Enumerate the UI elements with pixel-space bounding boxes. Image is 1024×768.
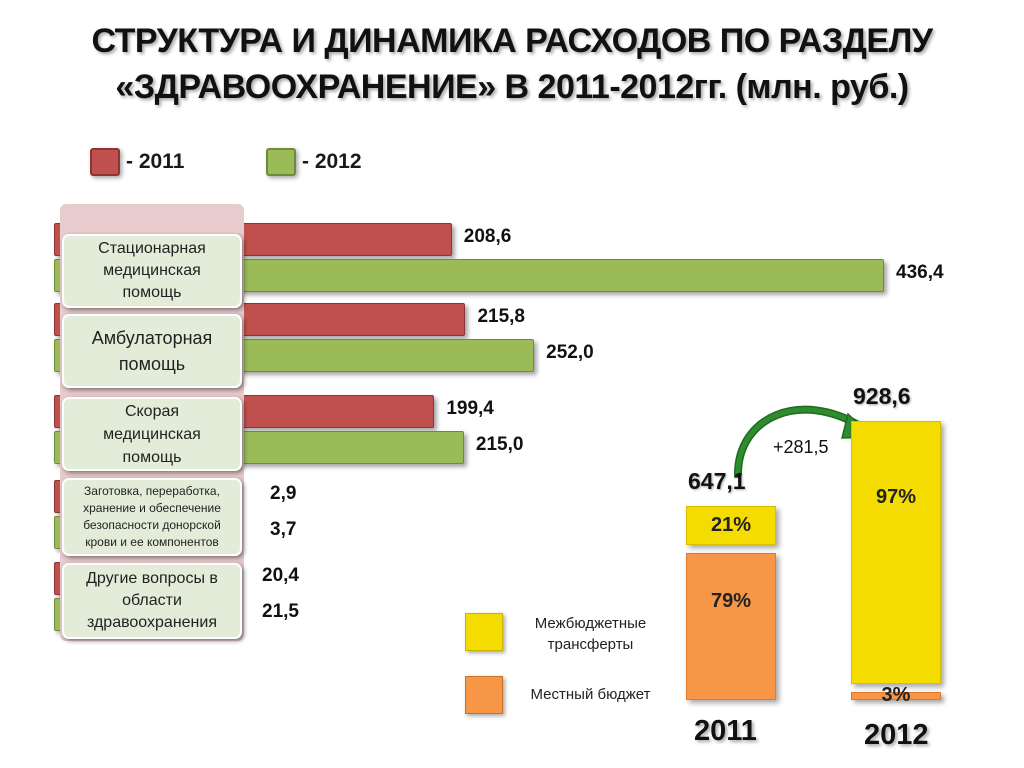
category-label-line: Другие вопросы в [86,570,218,587]
year-label-2012: 2012 [864,719,929,751]
title-line-2: «ЗДРАВООХРАНЕНИЕ» В 2011-2012гг. (млн. р… [115,68,909,106]
category-label-1: Амбулаторная помощь [62,314,242,388]
category-label-3: Заготовка, переработка, хранение и обеспе… [62,478,242,556]
segment-label-local-budget-2011: 79% [710,589,752,612]
segment-transfers-2012: 97% [851,421,941,684]
category-label-line: помощь [122,448,182,466]
category-label-text: Другие вопросы в области здравоохранения [86,568,218,634]
segment-label-transfers-2011: 21% [710,513,752,536]
segment-label-transfers-2012: 97% [875,486,917,509]
legend-label-2012: - 2012 [302,150,362,173]
legend-swatch-2011 [90,148,120,176]
bar-label-2012-1: 252,0 [546,342,594,363]
bar-label-2012-0: 436,4 [896,262,944,283]
legend-label-transfers: Межбюджетные трансферты [508,613,673,655]
bar-label-2011-2: 199,4 [446,398,494,419]
category-label-line: здравоохранения [86,614,217,631]
total-label-2012: 928,6 [853,383,911,410]
category-label-line: Стационарная [98,240,206,257]
category-label-line: помощь [118,354,186,374]
category-label-text: Стационарная медицинская помощь [98,238,206,304]
legend-swatch-transfers [465,613,503,651]
category-label-line: безопасности донорской [83,518,221,532]
legend-label-transfers-line-2: трансферты [547,636,634,653]
bar-label-2011-3: 2,9 [270,483,297,504]
bar-label-2011-0: 208,6 [463,226,512,247]
category-label-line: Скорая [124,402,180,420]
category-label-line: помощь [122,284,182,301]
category-label-line: хранение и обеспечение [83,501,221,515]
category-label-line: Амбулаторная [91,328,213,348]
segment-local-budget-2011: 79% [686,552,776,700]
bar-label-2011-1: 215,8 [477,306,525,327]
legend-label-transfers-line-1: Межбюджетные [534,615,647,632]
category-label-0: Стационарная медицинская помощь [62,234,242,308]
bar-label-2012-3: 3,7 [270,519,297,540]
category-label-text: Скорая медицинская помощь [103,400,201,469]
legend-2012: - 2012 [266,146,362,178]
growth-annotation: +281,5 [773,437,829,457]
legend-swatch-local-budget [465,676,503,714]
segment-transfers-2011: 21% [686,505,776,545]
segment-local-budget-2012: 3% [851,684,941,706]
category-label-line: крови и ее компонентов [85,535,219,549]
category-label-line: Заготовка, переработка, [84,484,220,498]
category-label-text: Амбулаторная помощь [92,325,213,377]
category-label-2: Скорая медицинская помощь [62,397,242,471]
legend-label-local-budget: Местный бюджет [530,686,651,703]
total-label-2011: 647,1 [688,467,746,494]
category-label-line: медицинская [103,425,201,443]
segment-label-local-budget-2012: 3% [881,684,911,707]
bar-label-2012-4: 21,5 [262,601,299,622]
category-label-line: области [122,592,182,609]
legend-2011: - 2011 [90,146,184,178]
bar-label-2011-4: 20,4 [262,565,299,586]
legend-label-2011: - 2011 [126,150,185,173]
category-label-line: медицинская [103,262,201,279]
title-line-1: СТРУКТУРА И ДИНАМИКА РАСХОДОВ ПО РАЗДЕЛУ [91,22,933,60]
category-label-4: Другие вопросы в области здравоохранения [62,563,242,639]
bar-label-2012-2: 215,0 [475,434,524,455]
year-label-2011: 2011 [694,715,757,747]
chart-title: СТРУКТУРА И ДИНАМИКА РАСХОДОВ ПО РАЗДЕЛУ… [0,18,1024,110]
category-label-text: Заготовка, переработка, хранение и обеспе… [83,483,221,551]
legend-swatch-2012 [266,148,296,176]
